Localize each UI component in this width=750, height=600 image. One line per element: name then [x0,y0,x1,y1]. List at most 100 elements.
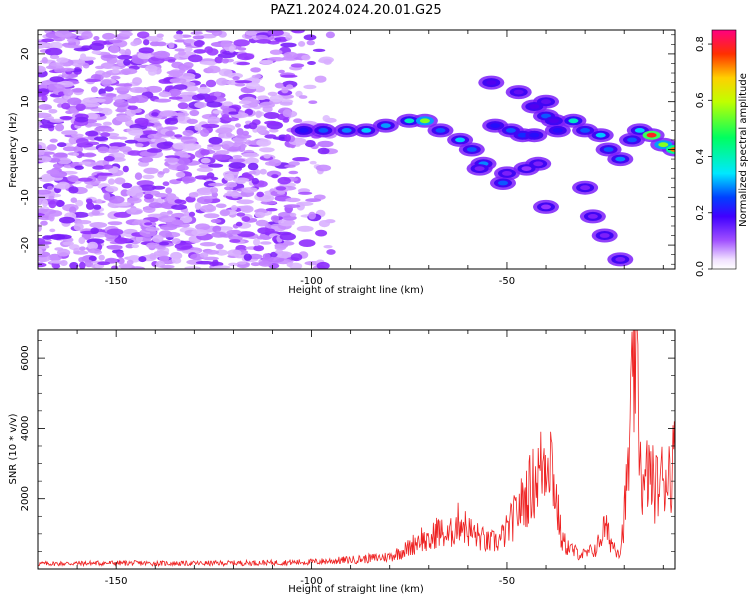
noise-blob [162,168,170,174]
noise-blob [67,97,82,106]
noise-blob [207,116,221,124]
noise-blob [179,215,193,224]
noise-blob [192,94,205,101]
noise-blob [256,191,265,198]
spectrogram-y-axis-label: Frequency (Hz) [8,112,19,188]
noise-blob [127,105,138,110]
noise-blob [257,95,267,101]
noise-blob [38,149,45,156]
noise-blob [233,39,250,47]
snr-x-tick-label: -150 [105,576,128,587]
noise-blob [200,157,211,164]
noise-blob [91,50,102,55]
noise-blob [106,56,118,65]
spectrogram-heatmap [38,30,675,269]
noise-blob [145,85,163,93]
noise-blob [67,38,77,43]
noise-blob [56,200,65,207]
noise-blob [200,128,210,137]
noise-blob [147,133,162,140]
noise-blob [97,261,111,266]
noise-blob [265,208,278,212]
noise-blob [105,186,119,192]
noise-blob [315,229,328,237]
noise-blob [75,103,86,112]
noise-blob [276,191,286,195]
noise-blob [73,222,84,231]
noise-blob [41,57,48,64]
signal-core [587,214,598,219]
noise-blob [289,212,297,217]
noise-blob [271,174,279,179]
noise-blob [49,76,64,83]
noise-blob [59,67,75,72]
noise-blob [151,112,159,117]
noise-blob [325,31,335,39]
noise-blob [215,150,230,155]
noise-blob [86,202,95,210]
noise-blob [93,204,102,210]
noise-blob [172,142,188,150]
noise-blob [190,31,203,35]
noise-blob [49,228,56,233]
noise-blob [227,249,242,257]
noise-blob [312,48,326,53]
noise-blob [212,154,231,161]
noise-blob [54,123,65,132]
signal-core [646,132,657,138]
noise-blob [303,84,317,90]
noise-blob [213,91,222,97]
noise-blob [82,62,90,69]
signal-core [529,132,540,138]
noise-blob [176,164,189,171]
noise-blob [164,157,179,163]
noise-blob [254,211,266,219]
colorbar-tick-label: 0.6 [695,92,706,108]
noise-blob [275,249,284,254]
noise-blob [77,220,92,225]
noise-blob [38,189,52,195]
noise-blob [286,262,293,268]
noise-blob [94,136,109,141]
noise-blob [81,31,93,40]
noise-blob [215,203,227,209]
noise-blob [183,62,194,69]
snr-frame [37,329,676,570]
noise-blob [192,35,205,40]
noise-blob [270,251,278,258]
noise-blob [98,254,105,261]
signal-core [466,147,477,152]
noise-blob [158,255,170,262]
noise-blob [203,213,220,219]
noise-blob [253,245,265,252]
noise-blob [146,242,160,249]
noise-blob [283,51,298,59]
noise-blob [94,127,105,131]
signal-core [634,127,645,133]
noise-blob [149,253,157,260]
noise-blob [142,174,155,180]
signal-core [502,171,512,176]
noise-blob [103,155,115,162]
noise-blob [106,228,124,236]
noise-blob [114,86,133,92]
noise-blob [108,195,125,204]
noise-blob [69,262,79,269]
noise-blob [255,110,262,118]
noise-blob [188,211,196,217]
noise-blob [226,132,233,138]
signal-core [529,104,540,109]
noise-blob [238,100,252,105]
noise-blob [38,112,52,118]
noise-blob [49,234,66,240]
noise-blob [92,165,106,170]
noise-blob [208,182,224,187]
noise-blob [73,152,80,156]
figure-title: PAZ1.2024.024.20.01.G25 [270,3,441,18]
spectrogram-x-tick-label: -150 [105,276,128,287]
noise-blob [79,56,92,61]
signal-core [318,127,329,133]
noise-blob [251,177,259,185]
noise-blob [216,77,228,86]
noise-blob [67,175,79,182]
